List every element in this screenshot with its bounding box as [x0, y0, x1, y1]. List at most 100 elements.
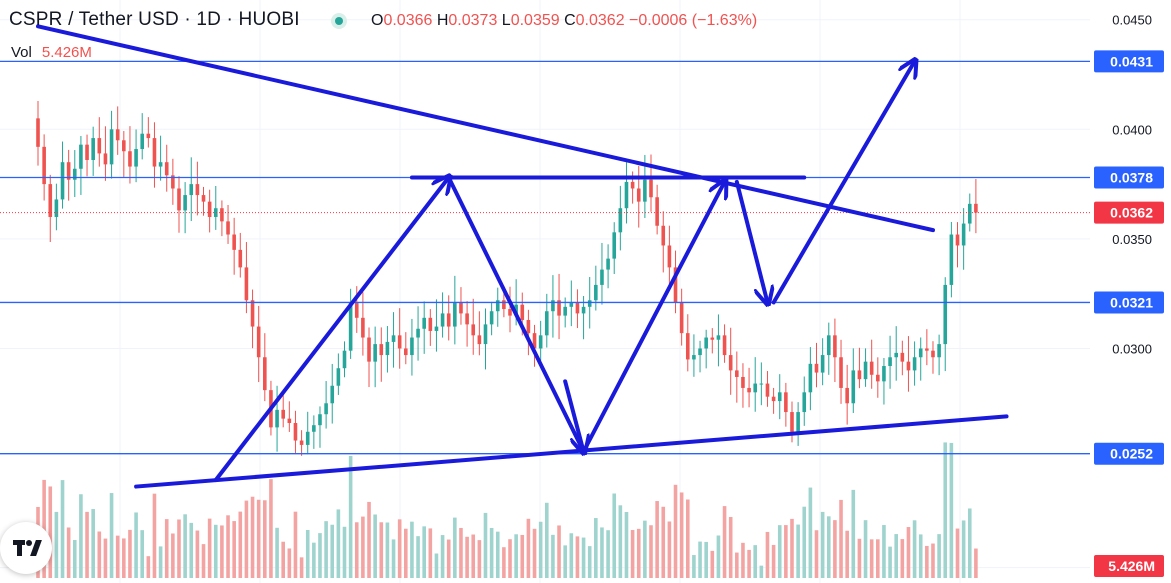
horizontal-levels[interactable]: [0, 60, 1090, 455]
price-axis[interactable]: 0.04500.04000.03500.03000.02000.04310.03…: [1090, 0, 1171, 583]
candle-body: [931, 350, 935, 358]
volume-bar: [949, 442, 954, 578]
volume-bar: [876, 539, 880, 578]
volume-bar: [557, 525, 561, 578]
volume-bar: [183, 514, 187, 578]
candle-body: [60, 162, 65, 200]
volume-bar: [269, 479, 273, 578]
candle-body: [453, 302, 457, 327]
volume-bar: [471, 534, 476, 578]
drawings[interactable]: [36, 24, 1009, 489]
candle-body: [232, 234, 236, 250]
candle-body: [434, 326, 439, 331]
candle-body: [42, 146, 46, 185]
candle-body: [538, 335, 543, 349]
candle-body: [72, 168, 77, 180]
volume-bar: [213, 524, 218, 578]
candle-body: [373, 344, 377, 362]
volume-bar: [814, 530, 819, 578]
volume-bar: [532, 528, 537, 578]
close-value: 0.0362: [575, 12, 625, 29]
volume-bar: [551, 534, 555, 578]
volume-bar: [367, 501, 371, 578]
volume-bar: [397, 519, 402, 578]
volume-bar: [459, 527, 463, 578]
candle-body: [348, 302, 353, 351]
volume-bar: [575, 536, 580, 578]
candle-body: [747, 387, 751, 393]
volume-bar: [741, 542, 745, 578]
volume-bar: [54, 511, 59, 578]
tradingview-logo-icon[interactable]: [0, 522, 52, 574]
volume-bar: [753, 545, 758, 578]
volume-bar: [318, 533, 322, 578]
candle-body: [79, 144, 83, 169]
status-dot-icon: [331, 13, 347, 29]
volume-bar: [60, 480, 65, 578]
volume-bar: [66, 527, 71, 578]
volume-bar: [673, 484, 678, 578]
candle-body: [661, 225, 666, 246]
symbol-title[interactable]: CSPR / Tether USD · 1D · HUOBI: [9, 9, 300, 30]
candle-body: [594, 284, 598, 301]
candle-body: [502, 300, 506, 310]
level-badge-text: 0.0378: [1110, 170, 1153, 186]
candle-body: [354, 302, 359, 318]
volume-bar: [410, 521, 414, 578]
candle-body: [465, 313, 469, 325]
volume-bar: [48, 486, 53, 578]
candle-body: [753, 383, 758, 393]
candle-body: [869, 361, 874, 375]
volume-bar: [777, 525, 782, 578]
candle-body: [820, 355, 825, 373]
candle-body: [833, 335, 837, 358]
volume-bar: [857, 538, 862, 578]
candle-body: [97, 138, 102, 154]
candle-body: [171, 175, 175, 189]
volume-bar: [281, 541, 285, 578]
axis-tick-label: 0.0350: [1112, 232, 1152, 247]
volume-bar: [305, 529, 310, 578]
candle-body: [888, 357, 892, 367]
volume-bar: [373, 514, 377, 578]
last-price-badge: [1094, 201, 1164, 224]
chart-header: CSPR / Tether USD · 1D · HUOBI O0.0366 H…: [0, 0, 1090, 40]
volume-bar: [164, 519, 169, 578]
volume-bar: [808, 487, 813, 578]
volume-bar: [918, 534, 923, 578]
candle-body: [765, 383, 770, 397]
candle-body: [814, 363, 819, 373]
candle-body: [839, 357, 843, 388]
open-key: O: [371, 12, 384, 29]
candle-body: [790, 412, 794, 432]
volume-bar: [661, 506, 666, 578]
volume-bar: [869, 539, 874, 578]
candle-body: [784, 392, 788, 413]
volume-badge: [1094, 555, 1164, 577]
volume-bar: [692, 555, 696, 578]
volume-bar: [888, 546, 892, 578]
volume-bar: [495, 531, 500, 578]
candle-body: [667, 245, 672, 268]
volume-bar: [790, 518, 794, 578]
volume-bar: [483, 512, 488, 578]
candle-body: [477, 335, 482, 345]
candle-body: [164, 162, 169, 176]
candle-body: [722, 335, 727, 356]
candle-body: [189, 184, 194, 196]
candle-body: [207, 201, 212, 217]
drawing-arrow: [213, 178, 449, 482]
candle-body: [551, 300, 555, 312]
drawing-arrow: [563, 379, 583, 451]
candle-body: [36, 118, 40, 147]
volume-bar: [710, 550, 715, 578]
candle-body: [974, 203, 978, 213]
volume-bar: [722, 506, 727, 578]
candle-body: [85, 144, 89, 160]
volume-bar: [967, 508, 972, 578]
candle-body: [140, 133, 145, 150]
volume-bar: [851, 489, 856, 578]
volume-bar: [845, 530, 849, 578]
volume-bar: [158, 546, 163, 578]
